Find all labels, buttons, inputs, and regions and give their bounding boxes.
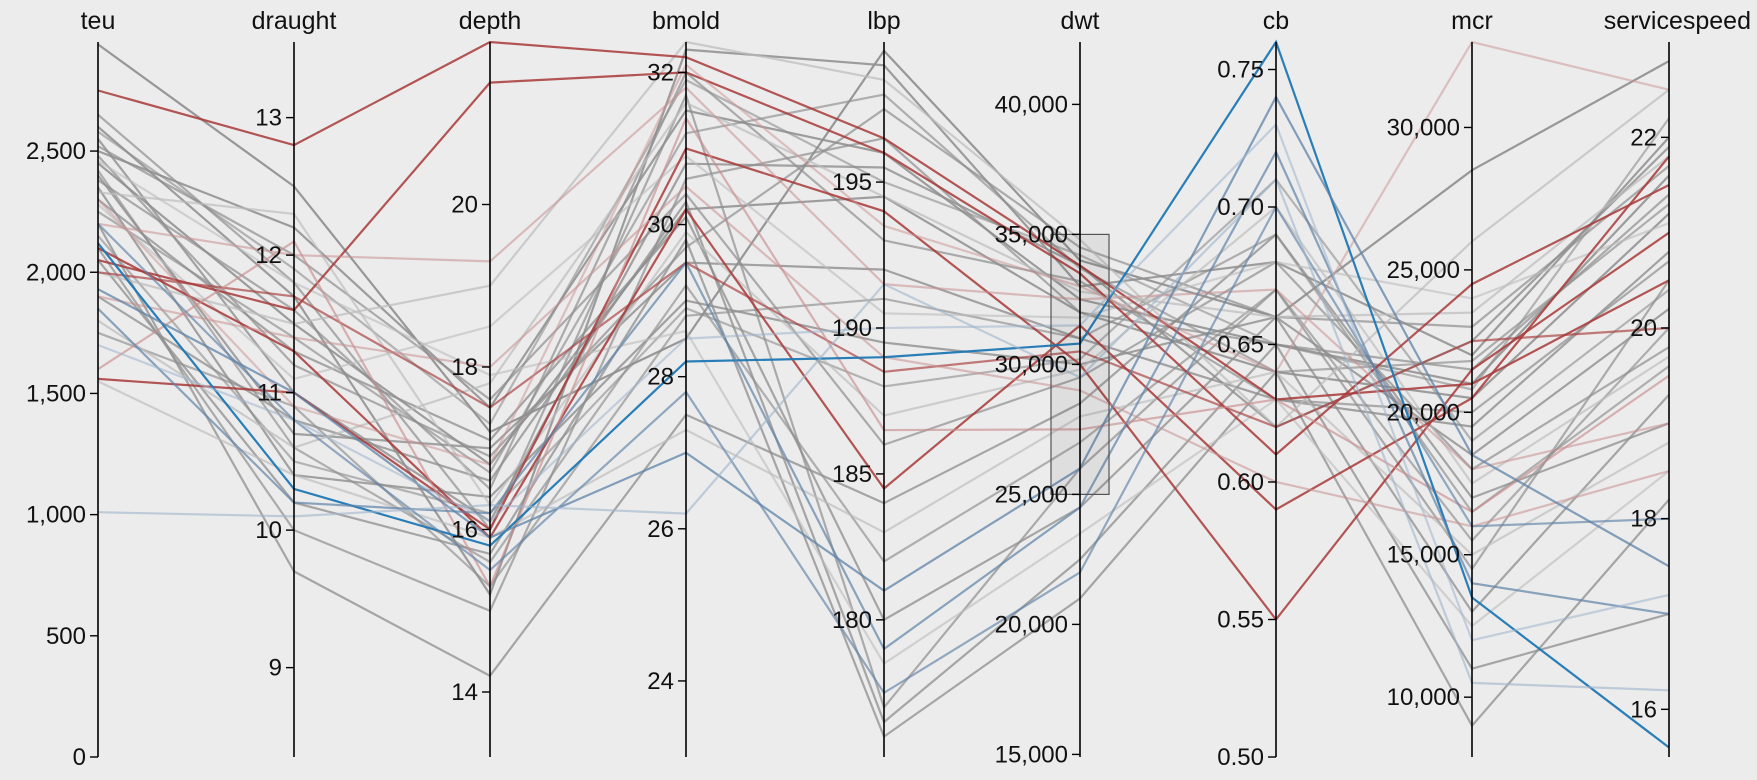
tick-label-dwt: 15,000 <box>995 741 1068 768</box>
axes-layer: 0 500 1,000 1,500 2,000 2,500 teu 9 10 11 12 13 drau… <box>26 7 1751 771</box>
axis-draught[interactable]: 9 10 11 12 13 draught <box>252 7 337 757</box>
tick-label-draught: 10 <box>255 517 282 544</box>
axis-cb[interactable]: 0.50 0.55 0.60 0.65 0.70 0.75 cb <box>1217 7 1289 771</box>
tick-label-cb: 0.55 <box>1217 607 1264 634</box>
tick-label-dwt: 20,000 <box>995 611 1068 638</box>
tick-label-mcr: 10,000 <box>1387 684 1460 711</box>
tick-label-bmold: 30 <box>647 212 674 239</box>
tick-label-servicespeed: 22 <box>1630 124 1657 151</box>
tick-label-draught: 11 <box>257 380 282 407</box>
axis-title-bmold[interactable]: bmold <box>652 7 720 35</box>
axis-title-cb[interactable]: cb <box>1263 7 1289 35</box>
tick-label-dwt: 40,000 <box>995 91 1068 118</box>
tick-label-bmold: 28 <box>647 364 674 391</box>
axis-mcr[interactable]: 10,000 15,000 20,000 25,000 30,000 mcr <box>1387 7 1493 757</box>
tick-label-servicespeed: 20 <box>1630 315 1657 342</box>
tick-label-dwt: 35,000 <box>995 221 1068 248</box>
tick-label-mcr: 30,000 <box>1387 114 1460 141</box>
tick-label-cb: 0.50 <box>1217 744 1264 771</box>
tick-label-mcr: 25,000 <box>1387 257 1460 284</box>
tick-label-draught: 13 <box>255 105 282 132</box>
tick-label-mcr: 20,000 <box>1387 399 1460 426</box>
axis-depth[interactable]: 14 16 18 20 depth <box>451 7 521 757</box>
tick-label-depth: 16 <box>451 517 478 544</box>
tick-label-draught: 12 <box>255 242 282 269</box>
axis-title-draught[interactable]: draught <box>252 7 337 35</box>
tick-label-servicespeed: 16 <box>1630 696 1657 723</box>
tick-label-cb: 0.70 <box>1217 194 1264 221</box>
tick-label-draught: 9 <box>269 655 282 682</box>
tick-label-dwt: 30,000 <box>995 351 1068 378</box>
axis-title-depth[interactable]: depth <box>459 7 522 35</box>
axis-title-lbp[interactable]: lbp <box>867 7 900 35</box>
tick-label-lbp: 195 <box>832 169 872 196</box>
tick-label-dwt: 25,000 <box>995 481 1068 508</box>
tick-label-teu: 1,500 <box>26 380 86 407</box>
axis-title-dwt[interactable]: dwt <box>1061 7 1100 35</box>
tick-label-teu: 1,000 <box>26 502 86 529</box>
axis-title-servicespeed[interactable]: servicespeed <box>1604 7 1751 35</box>
tick-label-depth: 20 <box>451 192 478 219</box>
tick-label-cb: 0.60 <box>1217 469 1264 496</box>
axis-title-mcr[interactable]: mcr <box>1451 7 1493 35</box>
tick-label-lbp: 190 <box>832 315 872 342</box>
tick-label-lbp: 180 <box>832 607 872 634</box>
axis-dwt[interactable]: 15,000 20,000 25,000 30,000 35,000 40,000 dwt <box>995 7 1100 768</box>
axis-bmold[interactable]: 24 26 28 30 32 bmold <box>647 7 720 757</box>
tick-label-servicespeed: 18 <box>1630 506 1657 533</box>
tick-label-cb: 0.65 <box>1217 332 1264 359</box>
axis-teu[interactable]: 0 500 1,000 1,500 2,000 2,500 teu <box>26 7 115 771</box>
axis-lbp[interactable]: 180 185 190 195 lbp <box>832 7 901 757</box>
tick-label-teu: 2,500 <box>26 138 86 165</box>
tick-label-teu: 500 <box>46 623 86 650</box>
tick-label-depth: 18 <box>451 354 478 381</box>
tick-label-teu: 2,000 <box>26 259 86 286</box>
tick-label-lbp: 185 <box>832 461 872 488</box>
tick-label-depth: 14 <box>451 679 478 706</box>
tick-label-bmold: 26 <box>647 516 674 543</box>
axis-title-teu[interactable]: teu <box>81 7 116 35</box>
tick-label-mcr: 15,000 <box>1387 542 1460 569</box>
tick-label-cb: 0.75 <box>1217 57 1264 84</box>
tick-label-bmold: 24 <box>647 668 674 695</box>
tick-label-bmold: 32 <box>647 59 674 86</box>
tick-label-teu: 0 <box>73 744 86 771</box>
axis-servicespeed[interactable]: 16 18 20 22 servicespeed <box>1604 7 1751 757</box>
